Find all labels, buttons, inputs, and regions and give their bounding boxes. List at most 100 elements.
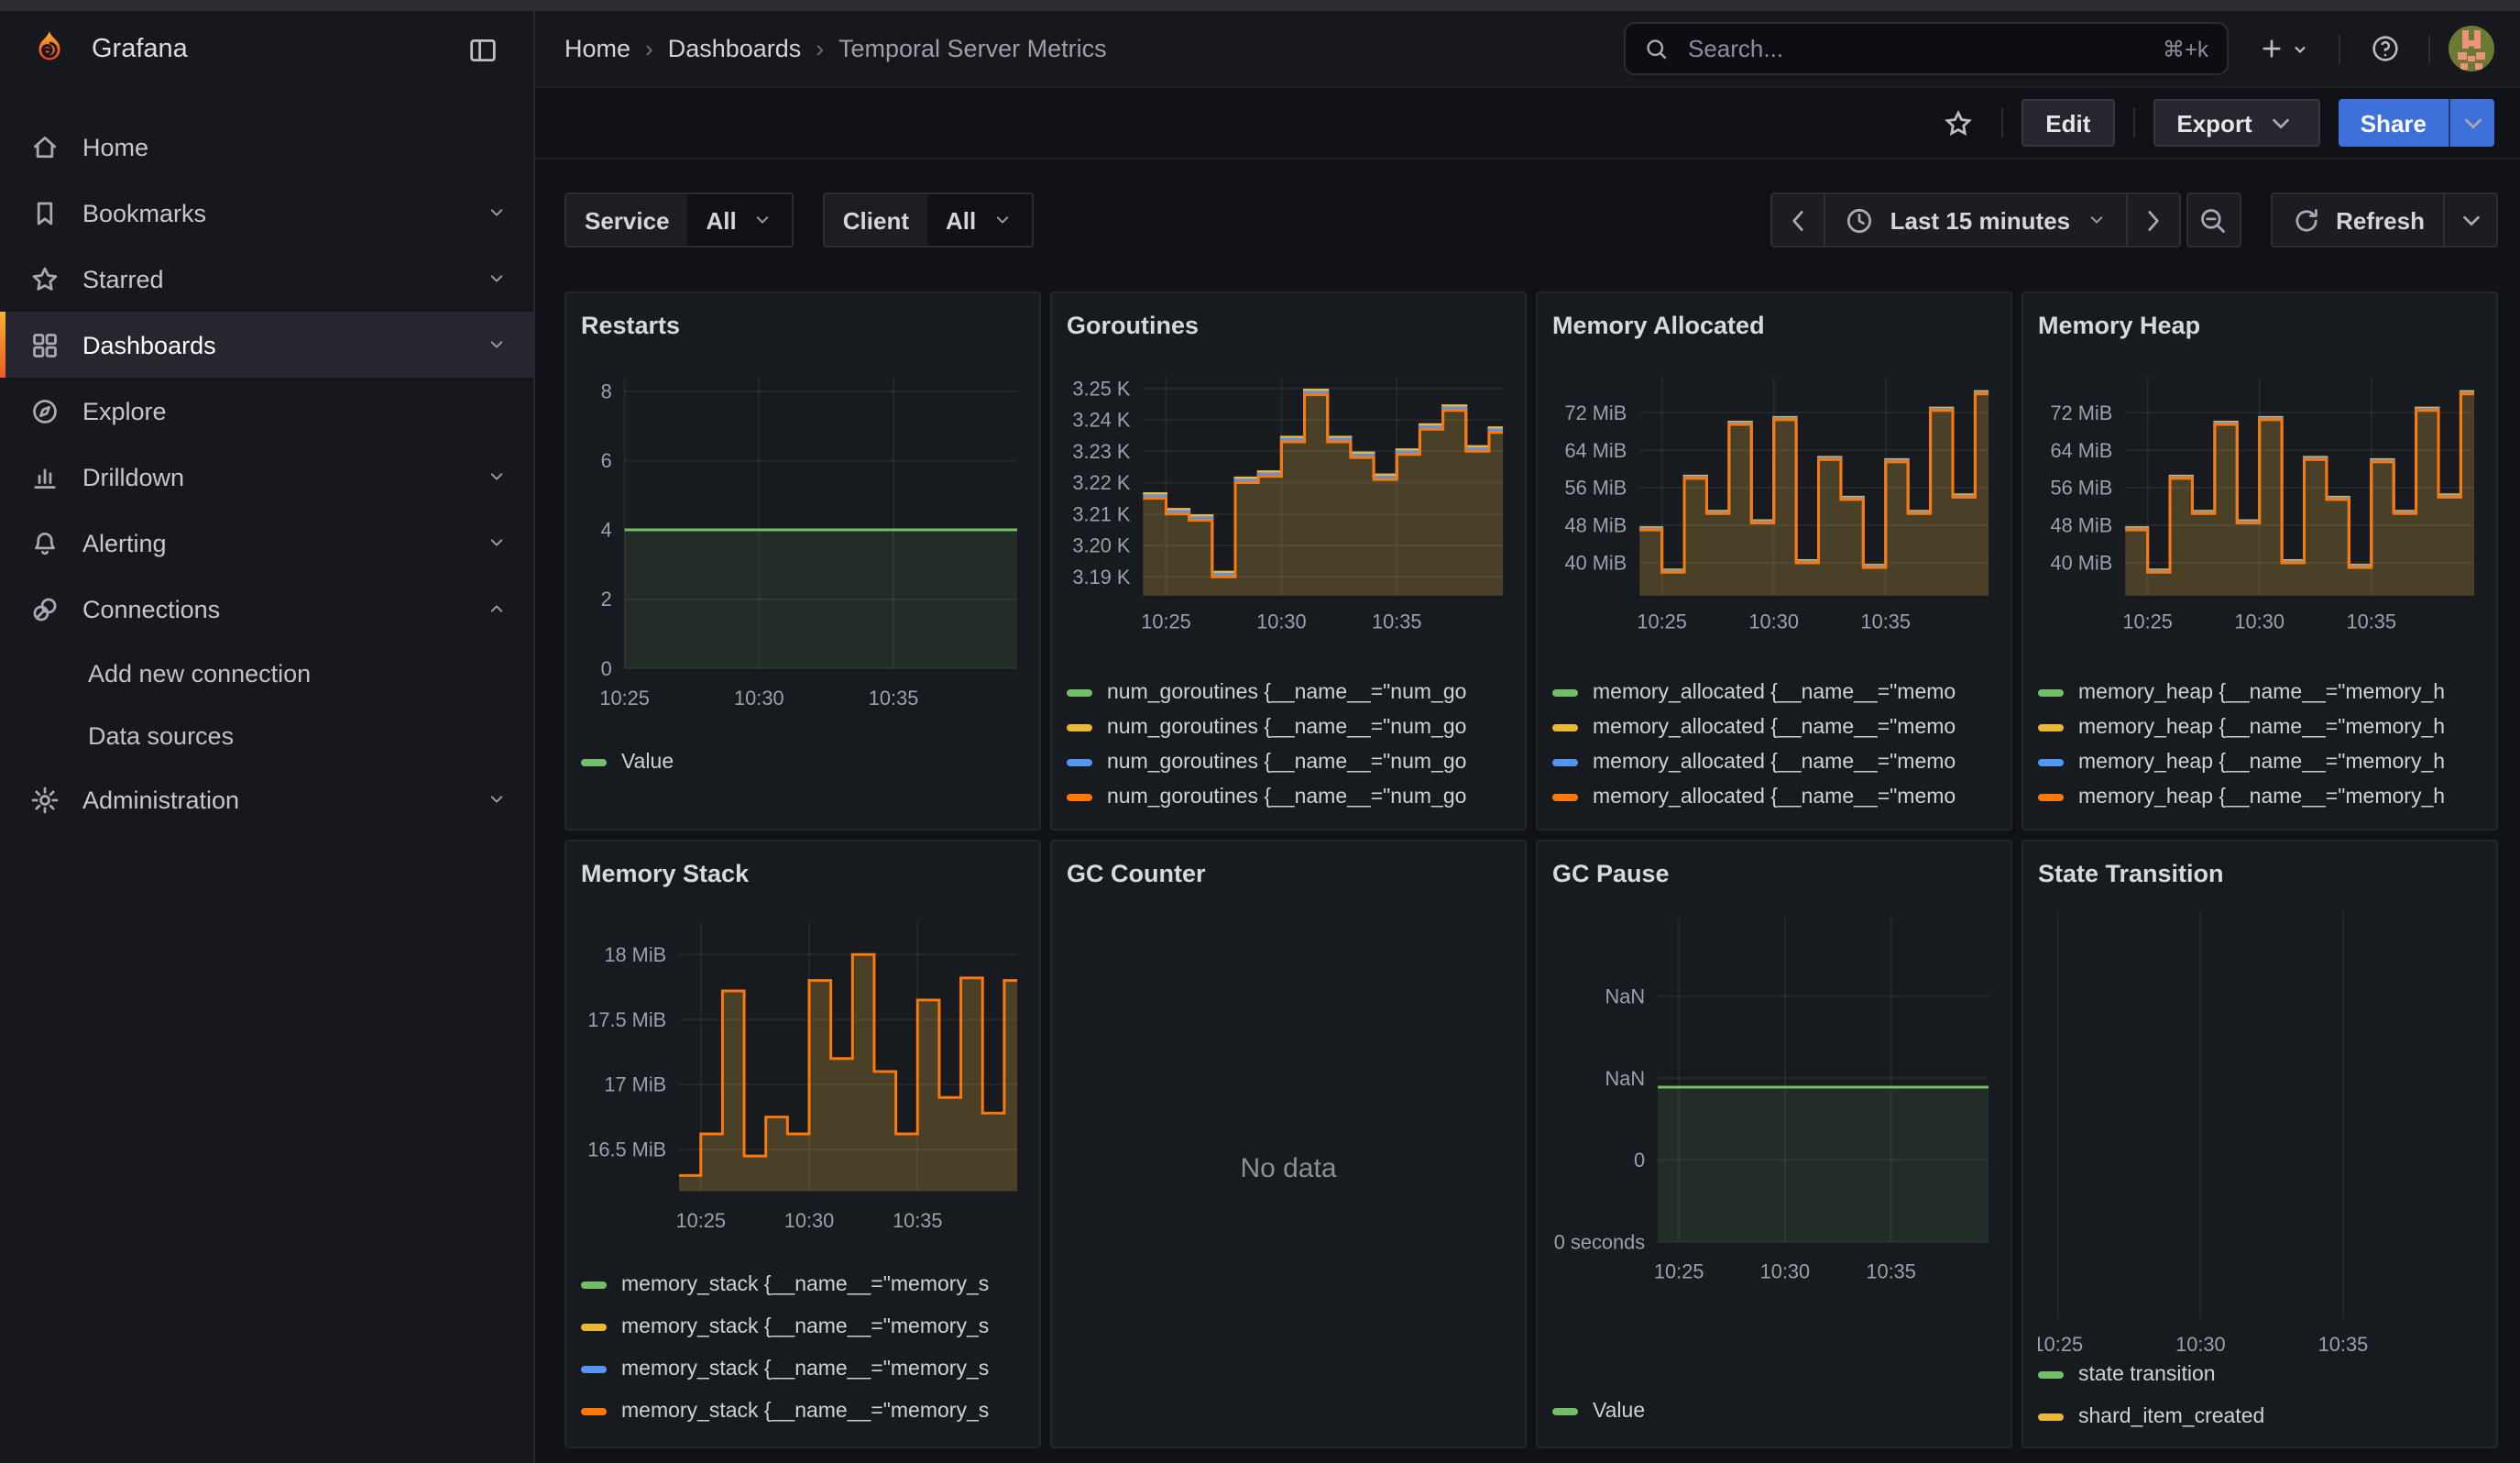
legend-item[interactable]: num_goroutines {__name__="num_go — [1067, 710, 1510, 744]
sidebar-item-drilldown[interactable]: Drilldown — [0, 444, 533, 510]
favorite-star-icon[interactable] — [1932, 97, 1983, 148]
legend-item[interactable]: num_goroutines {__name__="num_go — [1067, 744, 1510, 779]
chart-legend: memory_allocated {__name__="memomemory_a… — [1552, 675, 1996, 814]
legend-item[interactable]: memory_heap {__name__="memory_h — [2038, 675, 2482, 710]
sidebar-item-alerting[interactable]: Alerting — [0, 510, 533, 576]
share-menu-button[interactable] — [2449, 99, 2494, 147]
panel-title[interactable]: State Transition — [2038, 856, 2482, 893]
sidebar-item-administration[interactable]: Administration — [0, 766, 533, 832]
svg-text:10:30: 10:30 — [2234, 610, 2284, 633]
sidebar-item-home[interactable]: Home — [0, 114, 533, 180]
memory-stack-chart[interactable]: 18 MiB17.5 MiB17 MiB16.5 MiB10:2510:3010… — [581, 904, 1024, 1246]
sidebar-item-connections[interactable]: Connections — [0, 576, 533, 642]
legend-item[interactable]: memory_stack {__name__="memory_s — [581, 1263, 1024, 1305]
svg-text:10:30: 10:30 — [1256, 610, 1307, 633]
restarts-chart[interactable]: 8642010:2510:3010:35 — [581, 356, 1024, 738]
legend-item[interactable]: Value — [1552, 1390, 1996, 1432]
header-bar: Grafana Home › Dashboards › Temporal Ser… — [0, 11, 2520, 88]
edit-button[interactable]: Edit — [2021, 99, 2114, 147]
legend-item[interactable]: memory_allocated {__name__="memo — [1552, 675, 1996, 710]
gc-pause-chart[interactable]: NaNNaN00 seconds10:2510:3010:35 — [1552, 904, 1996, 1296]
bookmark-icon — [29, 197, 60, 228]
chevron-down-icon[interactable] — [486, 202, 508, 224]
panel-title[interactable]: Restarts — [581, 308, 1024, 345]
chevron-down-icon[interactable] — [486, 268, 508, 290]
star-icon — [29, 263, 60, 294]
panel-title[interactable]: Goroutines — [1067, 308, 1510, 345]
share-button[interactable]: Share — [2339, 99, 2494, 147]
legend-swatch — [2038, 758, 2064, 765]
legend-item[interactable]: memory_heap {__name__="memory_h — [2038, 744, 2482, 779]
panel-title[interactable]: GC Pause — [1552, 856, 1996, 893]
legend-item[interactable]: state transition — [2038, 1355, 2482, 1397]
goroutines-chart[interactable]: 3.25 K3.24 K3.23 K3.22 K3.21 K3.20 K3.19… — [1067, 356, 1510, 646]
svg-text:4: 4 — [601, 519, 612, 542]
divider — [2132, 108, 2134, 138]
panel-title[interactable]: GC Counter — [1067, 856, 1510, 893]
chart-legend: memory_heap {__name__="memory_hmemory_he… — [2038, 675, 2482, 814]
chevron-down-icon[interactable] — [486, 334, 508, 356]
search-input[interactable]: ⌘+k — [1624, 22, 2229, 75]
search-field[interactable] — [1684, 33, 2148, 64]
sidebar-item-data-sources[interactable]: Data sources — [0, 704, 533, 766]
legend-item[interactable]: memory_stack {__name__="memory_s — [581, 1390, 1024, 1432]
legend-item[interactable]: num_goroutines {__name__="num_go — [1067, 779, 1510, 814]
chart-legend: num_goroutines {__name__="num_gonum_goro… — [1067, 675, 1510, 814]
client-filter-value[interactable]: All — [927, 194, 1031, 246]
legend-item[interactable]: memory_allocated {__name__="memo — [1552, 710, 1996, 744]
breadcrumb-home[interactable]: Home — [564, 35, 630, 62]
legend-item[interactable]: memory_stack {__name__="memory_s — [581, 1305, 1024, 1348]
legend-item[interactable]: memory_heap {__name__="memory_h — [2038, 710, 2482, 744]
chevron-down-icon[interactable] — [486, 532, 508, 554]
panel-title[interactable]: Memory Heap — [2038, 308, 2482, 345]
brand-title: Grafana — [92, 35, 188, 64]
svg-text:16.5 MiB: 16.5 MiB — [587, 1138, 666, 1161]
client-filter-label: Client — [825, 194, 927, 246]
divider — [2339, 34, 2340, 63]
legend-item[interactable]: memory_stack {__name__="memory_s — [581, 1348, 1024, 1390]
time-range-picker[interactable]: Last 15 minutes — [1824, 194, 2126, 246]
dashboards-icon — [29, 329, 60, 360]
user-avatar[interactable] — [2449, 26, 2494, 72]
panel-title[interactable]: Memory Stack — [581, 856, 1024, 893]
gear-icon — [29, 784, 60, 815]
legend-item[interactable]: shard_item_created — [2038, 1397, 2482, 1439]
breadcrumb-separator: › — [816, 35, 824, 62]
state-transition-chart[interactable]: 10:2510:3010:35 — [2038, 904, 2482, 1355]
refresh-button[interactable]: Refresh — [2272, 194, 2443, 246]
sidebar-item-add-new-connection[interactable]: Add new connection — [0, 642, 533, 704]
chevron-down-icon[interactable] — [486, 466, 508, 488]
legend-item[interactable]: num_goroutines {__name__="num_go — [1067, 675, 1510, 710]
legend-item[interactable]: Value — [581, 742, 1024, 784]
sidebar-item-bookmarks[interactable]: Bookmarks — [0, 180, 533, 246]
legend-item[interactable]: memory_heap {__name__="memory_h — [2038, 779, 2482, 814]
sidebar-item-explore[interactable]: Explore — [0, 378, 533, 444]
legend-label: memory_heap {__name__="memory_h — [2078, 786, 2445, 808]
svg-text:64 MiB: 64 MiB — [1564, 439, 1627, 462]
breadcrumb-dashboards[interactable]: Dashboards — [668, 35, 802, 62]
legend-item[interactable]: memory_allocated {__name__="memo — [1552, 744, 1996, 779]
sidebar-item-starred[interactable]: Starred — [0, 246, 533, 312]
refresh-interval-button[interactable] — [2443, 194, 2496, 246]
zoom-out-button[interactable] — [2186, 192, 2241, 248]
search-shortcut: ⌘+k — [2163, 36, 2208, 61]
svg-text:10:35: 10:35 — [1372, 610, 1422, 633]
add-new-button[interactable] — [2247, 23, 2320, 74]
sidebar-item-dashboards[interactable]: Dashboards — [0, 312, 533, 378]
memory-allocated-chart[interactable]: 72 MiB64 MiB56 MiB48 MiB40 MiB10:2510:30… — [1552, 356, 1996, 646]
service-filter-value[interactable]: All — [688, 194, 792, 246]
legend-item[interactable]: memory_allocated {__name__="memo — [1552, 779, 1996, 814]
panel-title[interactable]: Memory Allocated — [1552, 308, 1996, 345]
service-filter-label: Service — [566, 194, 688, 246]
time-shift-forward-button[interactable] — [2125, 194, 2178, 246]
chevron-up-icon[interactable] — [486, 598, 508, 620]
help-icon[interactable] — [2359, 23, 2410, 74]
chevron-down-icon[interactable] — [486, 788, 508, 810]
legend-label: memory_allocated {__name__="memo — [1593, 681, 1956, 703]
panel-memory-stack: Memory Stack 18 MiB17.5 MiB17 MiB16.5 Mi… — [564, 840, 1041, 1448]
time-shift-back-button[interactable] — [1773, 194, 1824, 246]
memory-heap-chart[interactable]: 72 MiB64 MiB56 MiB48 MiB40 MiB10:2510:30… — [2038, 356, 2482, 646]
export-button[interactable]: Export — [2153, 99, 2319, 147]
panel-toggle-icon[interactable] — [456, 24, 508, 75]
legend-label: memory_heap {__name__="memory_h — [2078, 751, 2445, 773]
